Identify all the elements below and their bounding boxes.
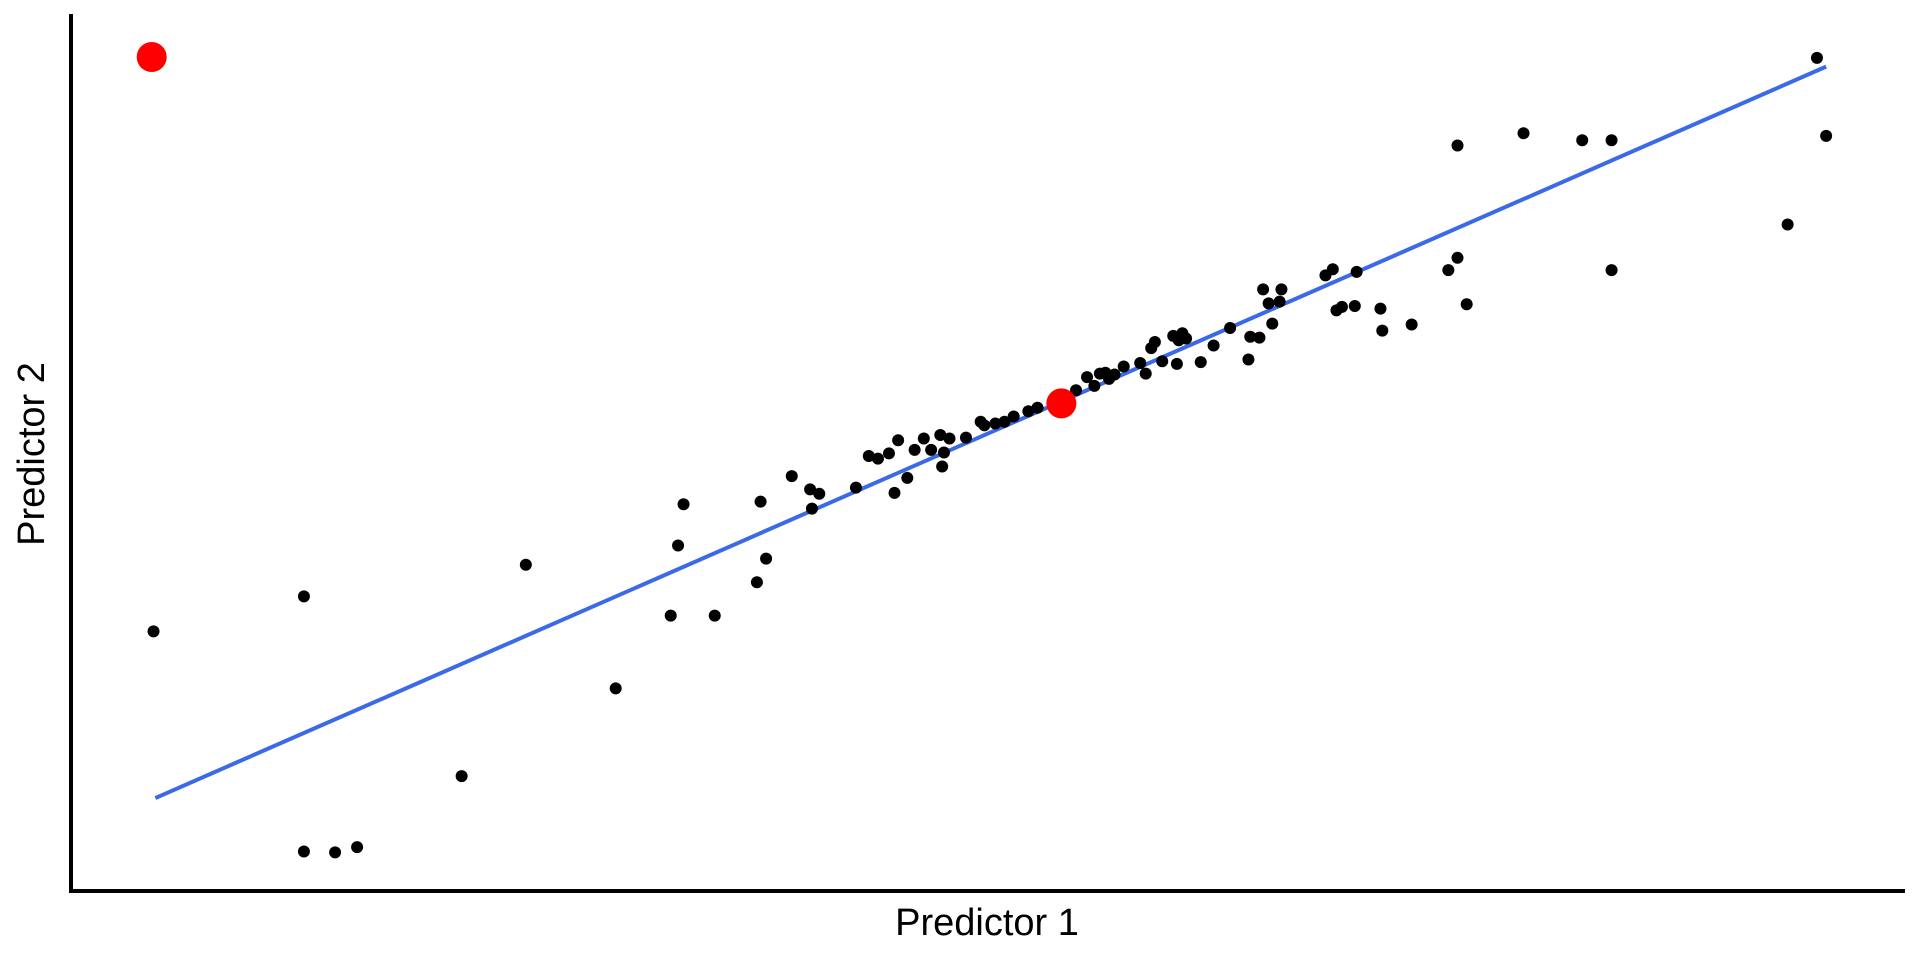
data-point — [1134, 357, 1147, 370]
data-point — [1605, 264, 1618, 277]
data-point — [989, 417, 1002, 430]
data-point — [1180, 332, 1193, 345]
data-point — [1374, 302, 1387, 315]
data-point — [1022, 405, 1035, 418]
data-point — [1605, 134, 1618, 147]
data-point — [1820, 129, 1833, 142]
x-axis-label: Predictor 1 — [895, 902, 1079, 944]
data-point — [1156, 355, 1169, 368]
data-point — [813, 487, 826, 500]
data-point — [785, 470, 798, 483]
data-point — [519, 558, 532, 571]
highlighted-point — [136, 41, 167, 72]
data-point — [943, 432, 956, 445]
data-point — [934, 428, 947, 441]
data-point — [1007, 410, 1020, 423]
data-point — [917, 432, 930, 445]
y-axis-label: Predictor 2 — [11, 362, 53, 546]
data-point — [147, 625, 160, 638]
data-point — [1108, 368, 1121, 381]
data-point — [664, 609, 677, 622]
data-point — [1170, 357, 1183, 370]
data-point — [804, 483, 817, 496]
data-point — [882, 447, 895, 460]
data-point — [1242, 353, 1255, 366]
data-point — [1335, 300, 1348, 313]
data-point — [754, 495, 767, 508]
plot-area — [136, 41, 1833, 859]
data-point — [1088, 379, 1101, 392]
data-point — [750, 576, 763, 589]
data-point — [936, 460, 949, 473]
data-point — [297, 590, 310, 603]
data-point — [297, 845, 310, 858]
data-point — [1262, 297, 1275, 310]
data-point — [1253, 331, 1266, 344]
data-point — [1405, 318, 1418, 331]
data-point — [1460, 298, 1473, 311]
data-point — [1207, 339, 1220, 352]
data-point — [901, 471, 914, 484]
data-point — [805, 502, 818, 515]
data-point — [1326, 263, 1339, 276]
data-point — [708, 609, 721, 622]
data-point — [892, 434, 905, 447]
data-point — [998, 415, 1011, 428]
highlighted-point — [1046, 388, 1077, 419]
data-point — [959, 431, 972, 444]
data-point — [1070, 384, 1083, 397]
data-point — [1517, 127, 1530, 140]
data-point — [1275, 283, 1288, 296]
data-point — [1576, 134, 1589, 147]
data-point — [1350, 265, 1363, 278]
data-point — [329, 846, 342, 859]
data-point — [760, 552, 773, 565]
data-point — [1194, 356, 1207, 369]
data-point — [677, 498, 690, 511]
data-point — [1148, 335, 1161, 348]
data-point — [1257, 283, 1270, 296]
data-point — [351, 841, 364, 854]
regression-line — [154, 64, 1827, 800]
data-point — [925, 443, 938, 456]
data-point — [1376, 324, 1389, 337]
data-point — [871, 452, 884, 465]
data-point — [1244, 330, 1257, 343]
data-point — [1031, 401, 1044, 414]
data-point — [672, 539, 685, 552]
data-point — [862, 450, 875, 463]
data-point — [1442, 264, 1455, 277]
data-point — [978, 419, 991, 432]
data-point — [1224, 321, 1237, 334]
data-point — [455, 770, 468, 783]
data-point — [1451, 139, 1464, 152]
data-point — [908, 443, 921, 456]
data-point — [1273, 295, 1286, 308]
data-point — [1451, 251, 1464, 264]
data-point — [937, 446, 950, 459]
data-point — [609, 682, 622, 695]
data-point — [849, 481, 862, 494]
data-point — [1348, 300, 1361, 313]
data-point — [1139, 367, 1152, 380]
data-point — [1810, 51, 1823, 64]
data-point — [1781, 218, 1794, 231]
data-point — [1081, 371, 1094, 384]
data-point — [888, 486, 901, 499]
data-point — [1117, 360, 1130, 373]
data-point — [1266, 317, 1279, 330]
